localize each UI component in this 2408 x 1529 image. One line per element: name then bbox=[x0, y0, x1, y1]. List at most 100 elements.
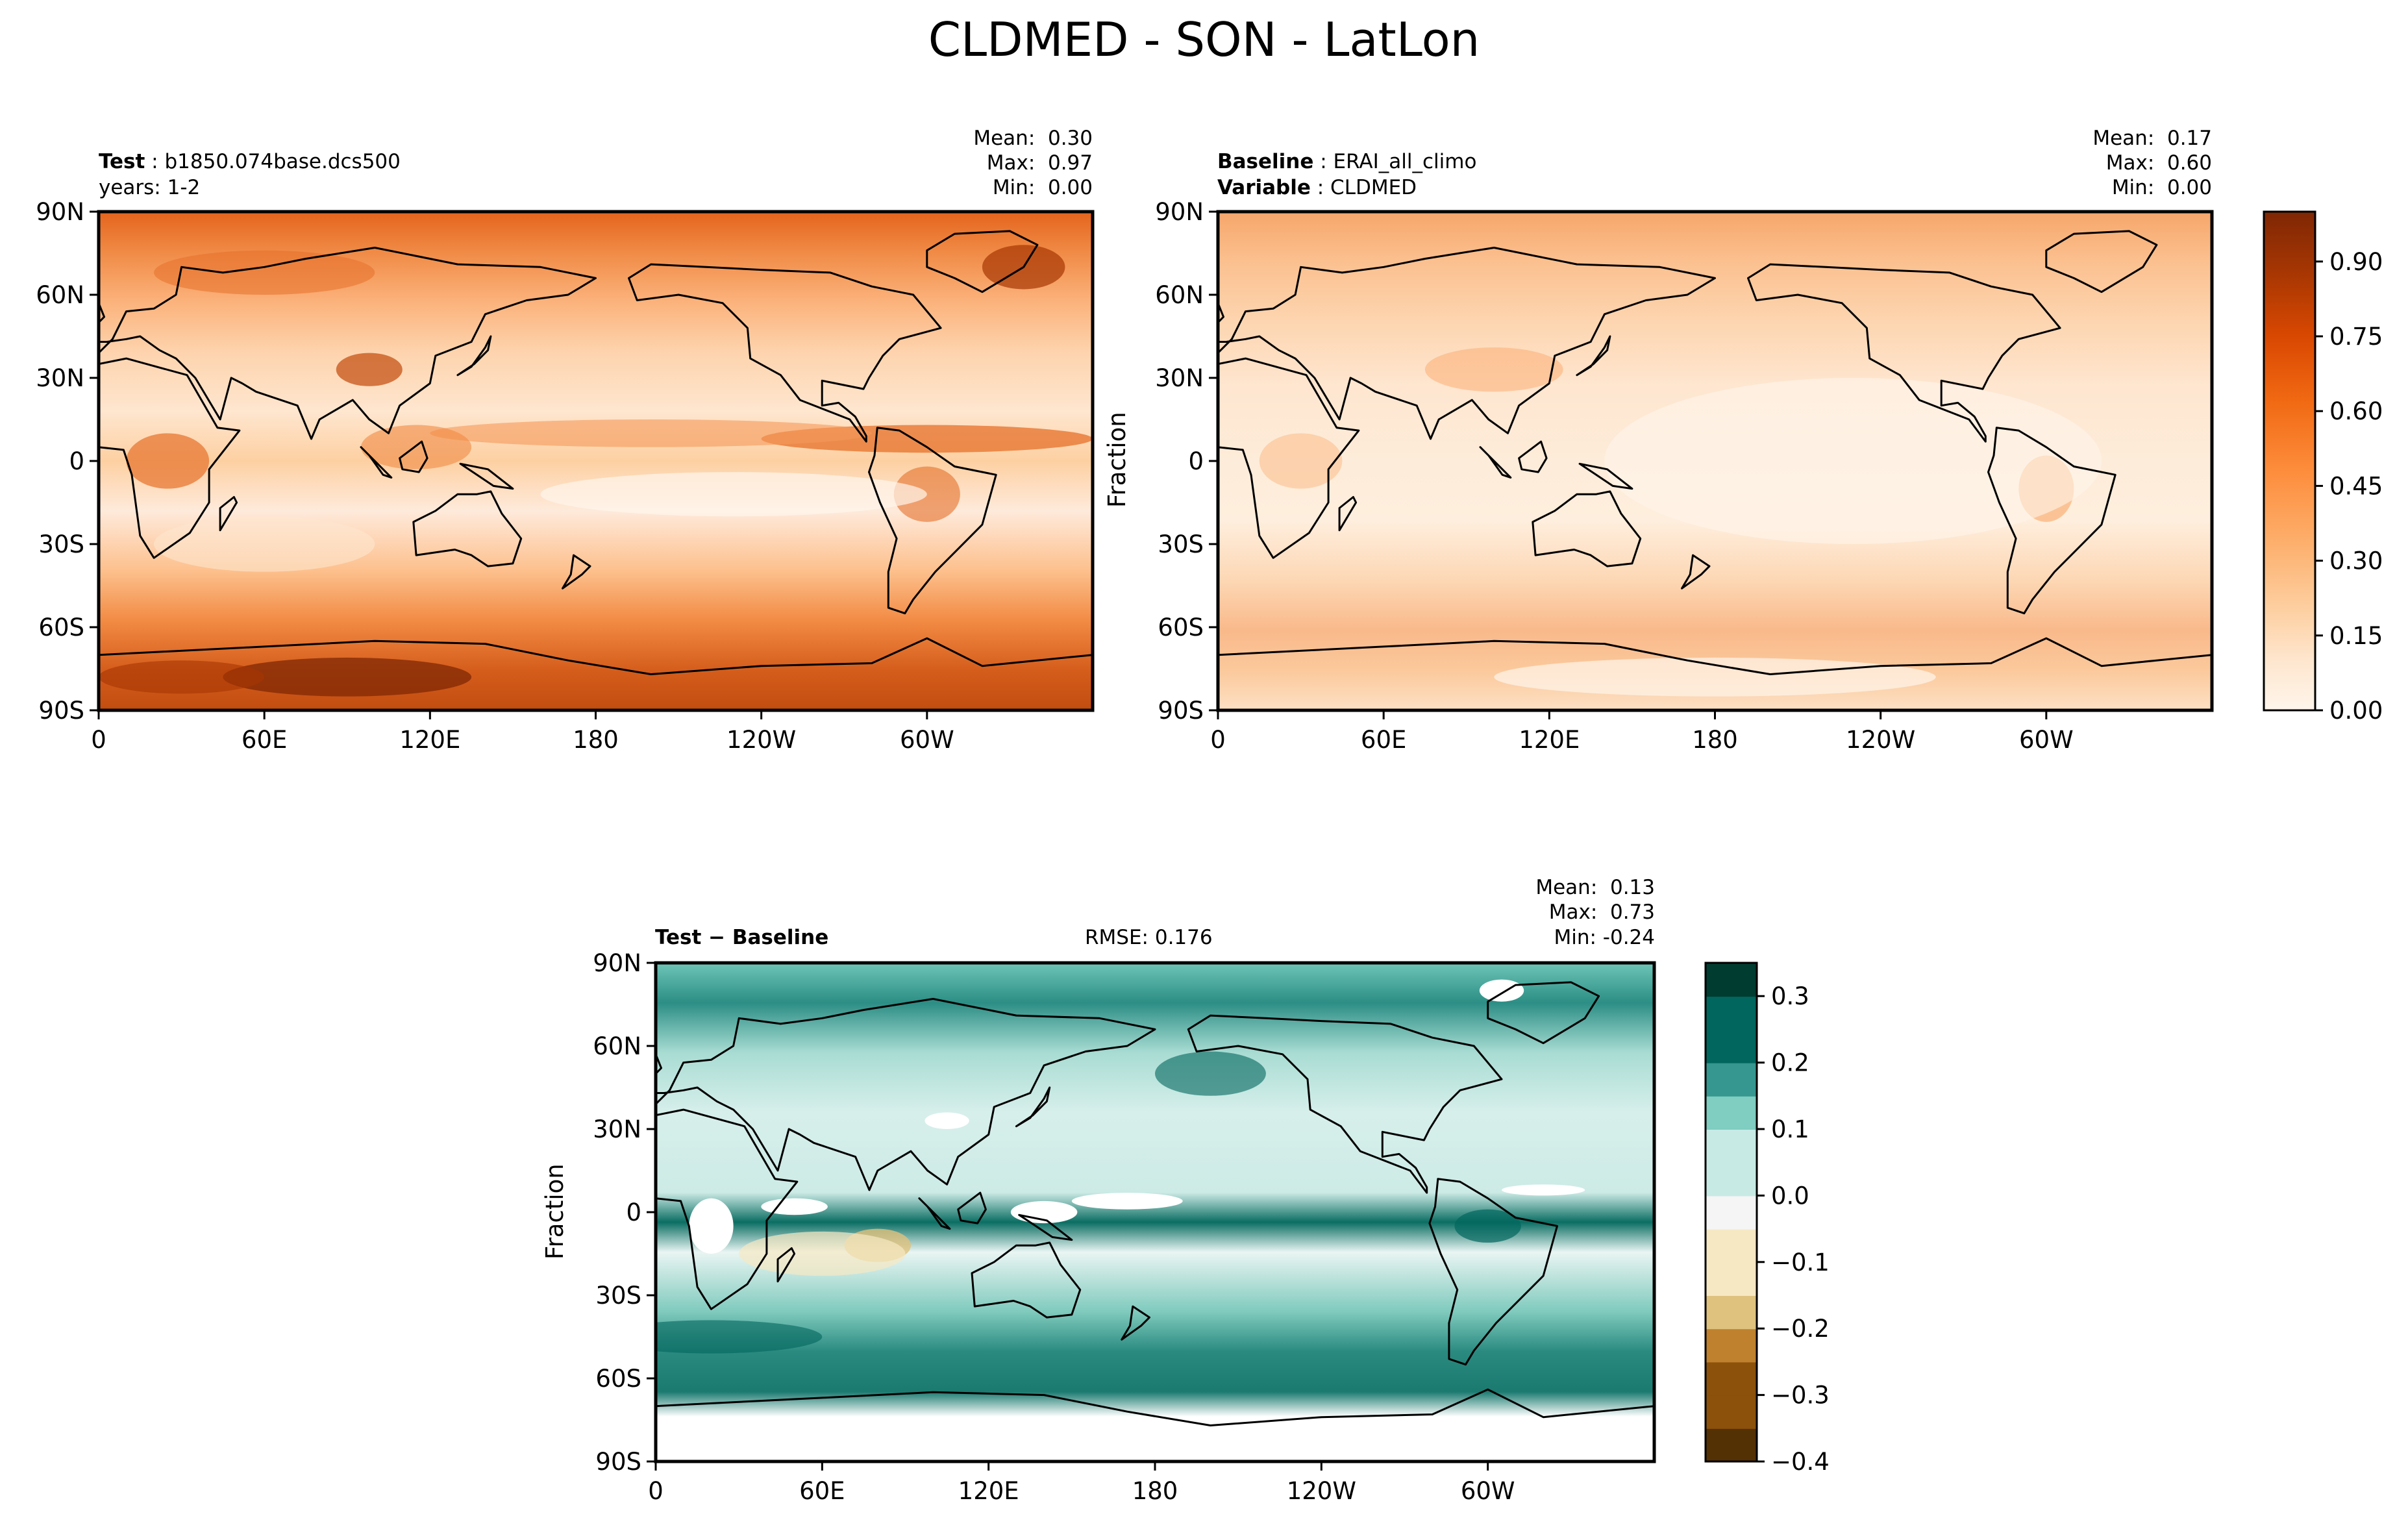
y-tick-label: 30N bbox=[593, 1115, 641, 1143]
x-tick-label: 0 bbox=[91, 726, 106, 754]
field-blob bbox=[154, 516, 375, 572]
x-tick-label: 180 bbox=[1692, 726, 1738, 754]
coastline bbox=[656, 998, 1156, 1191]
coastline bbox=[459, 462, 514, 490]
diff-label: Test − Baseline bbox=[655, 926, 829, 949]
field-blob bbox=[739, 1231, 906, 1276]
y-tick-label: 0 bbox=[626, 1199, 641, 1226]
field-blob bbox=[540, 472, 927, 517]
coastline bbox=[971, 1241, 1082, 1319]
colorbar-tick-label: 0.3 bbox=[1771, 982, 1809, 1010]
field-blob bbox=[1071, 1193, 1183, 1210]
x-tick-label: 60W bbox=[1461, 1477, 1515, 1505]
colorbar-band bbox=[1706, 1062, 1757, 1097]
colorbar-gradient bbox=[2264, 212, 2315, 710]
coastline bbox=[1518, 440, 1548, 473]
colorbar-band bbox=[1706, 1095, 1757, 1130]
y-tick-label: 60S bbox=[595, 1365, 641, 1393]
coastline bbox=[412, 490, 523, 567]
coastline bbox=[1218, 357, 1360, 559]
x-tick-label: 120W bbox=[1287, 1477, 1356, 1505]
colorbar-band bbox=[1706, 1361, 1757, 1396]
coastline bbox=[1218, 247, 1716, 440]
baseline-stat-min: Min: 0.00 bbox=[2111, 176, 2212, 199]
y-tick-label: 0 bbox=[69, 447, 84, 475]
colorbar-tick-label: 0.90 bbox=[2329, 248, 2383, 276]
field-blob bbox=[1155, 1051, 1266, 1096]
test-stat-mean: Mean: 0.30 bbox=[973, 127, 1093, 150]
colorbar-tick-label: 0.15 bbox=[2329, 622, 2383, 650]
colorbar-band bbox=[1706, 963, 1757, 997]
y-tick-label: 90S bbox=[38, 697, 84, 725]
x-tick-label: 0 bbox=[1210, 726, 1226, 754]
colorbar-tick-label: −0.2 bbox=[1771, 1315, 1830, 1343]
baseline-stat-mean: Mean: 0.17 bbox=[2092, 127, 2212, 150]
y-tick-label: 90S bbox=[595, 1448, 641, 1476]
colorbar-band bbox=[1706, 1162, 1757, 1197]
y-tick-label: 90S bbox=[1158, 697, 1204, 725]
y-tick-label: 30S bbox=[1158, 530, 1204, 558]
coastline bbox=[1987, 427, 2116, 615]
y-tick-label: 60N bbox=[593, 1032, 641, 1060]
diff-stat-mean: Mean: 0.13 bbox=[1535, 876, 1655, 899]
coastline bbox=[1428, 1178, 1558, 1366]
coastline bbox=[1187, 1014, 1503, 1194]
colorbar-band bbox=[1706, 996, 1757, 1030]
field-blob bbox=[1502, 1184, 1585, 1196]
y-tick-label: 0 bbox=[1188, 447, 1204, 475]
colorbar-tick-label: 0.2 bbox=[1771, 1049, 1809, 1077]
panel-baseline-field bbox=[1218, 212, 2212, 710]
y-tick-label: 60S bbox=[1158, 614, 1204, 641]
y-tick-label: 30N bbox=[36, 364, 84, 392]
y-tick-label: 30S bbox=[595, 1282, 641, 1310]
x-tick-label: 180 bbox=[1132, 1477, 1178, 1505]
coastline bbox=[656, 1108, 799, 1310]
field-blob bbox=[656, 1320, 823, 1354]
field-blob bbox=[1010, 1200, 1078, 1224]
field-blob bbox=[1479, 979, 1524, 1002]
coastline bbox=[562, 554, 591, 590]
coastline bbox=[918, 1197, 951, 1230]
colorbar-tick-label: 0.00 bbox=[2329, 697, 2383, 725]
coastline bbox=[957, 1191, 987, 1224]
coastline bbox=[1218, 299, 1224, 324]
x-tick-label: 120E bbox=[1519, 726, 1580, 754]
field-blob bbox=[361, 425, 472, 469]
colorbar-frame bbox=[2263, 210, 2316, 712]
colorbar-band bbox=[1706, 1328, 1757, 1363]
colorbar-tick-label: 0.75 bbox=[2329, 323, 2383, 351]
colorbar-tick-label: 0.30 bbox=[2329, 547, 2383, 575]
y-tick-label: 90N bbox=[36, 198, 84, 226]
colorbar-band bbox=[1706, 1395, 1757, 1429]
y-tick-label: 90N bbox=[1155, 198, 1204, 226]
coastline bbox=[1578, 462, 1633, 490]
coastline bbox=[99, 357, 241, 559]
diff-stat-min: Min: -0.24 bbox=[1554, 926, 1655, 949]
coastline bbox=[1015, 1086, 1051, 1128]
colorbar-tick-label: −0.1 bbox=[1771, 1249, 1830, 1276]
field-blob-white bbox=[689, 1198, 734, 1254]
coastline bbox=[219, 496, 238, 532]
coastline bbox=[1487, 981, 1600, 1045]
coastline bbox=[656, 1050, 662, 1075]
field-blob bbox=[925, 1112, 969, 1129]
colorbar-diff: 0.3 0.2 0.1 0.0 −0.1 −0.2 −0.3 −0.4 bbox=[1704, 962, 1830, 1476]
colorbar-band bbox=[1706, 1195, 1757, 1230]
colorbar-band bbox=[1706, 1428, 1757, 1462]
coastline bbox=[1479, 446, 1512, 479]
colorbar-band bbox=[1706, 1029, 1757, 1063]
field-blob bbox=[154, 250, 375, 295]
colorbar-tick-label: −0.3 bbox=[1771, 1382, 1830, 1410]
coastline bbox=[1218, 637, 2212, 710]
x-tick-label: 120E bbox=[399, 726, 460, 754]
y-tick-label: 90N bbox=[593, 949, 641, 977]
baseline-label: Baseline : ERAI_all_climo bbox=[1217, 150, 1477, 173]
field-blob bbox=[336, 353, 403, 386]
field-blob bbox=[1494, 657, 1936, 697]
coastline bbox=[1121, 1305, 1150, 1341]
x-tick-label: 180 bbox=[573, 726, 619, 754]
coastline bbox=[656, 1388, 1654, 1461]
coastline bbox=[2045, 230, 2158, 293]
coastline bbox=[926, 230, 1039, 293]
